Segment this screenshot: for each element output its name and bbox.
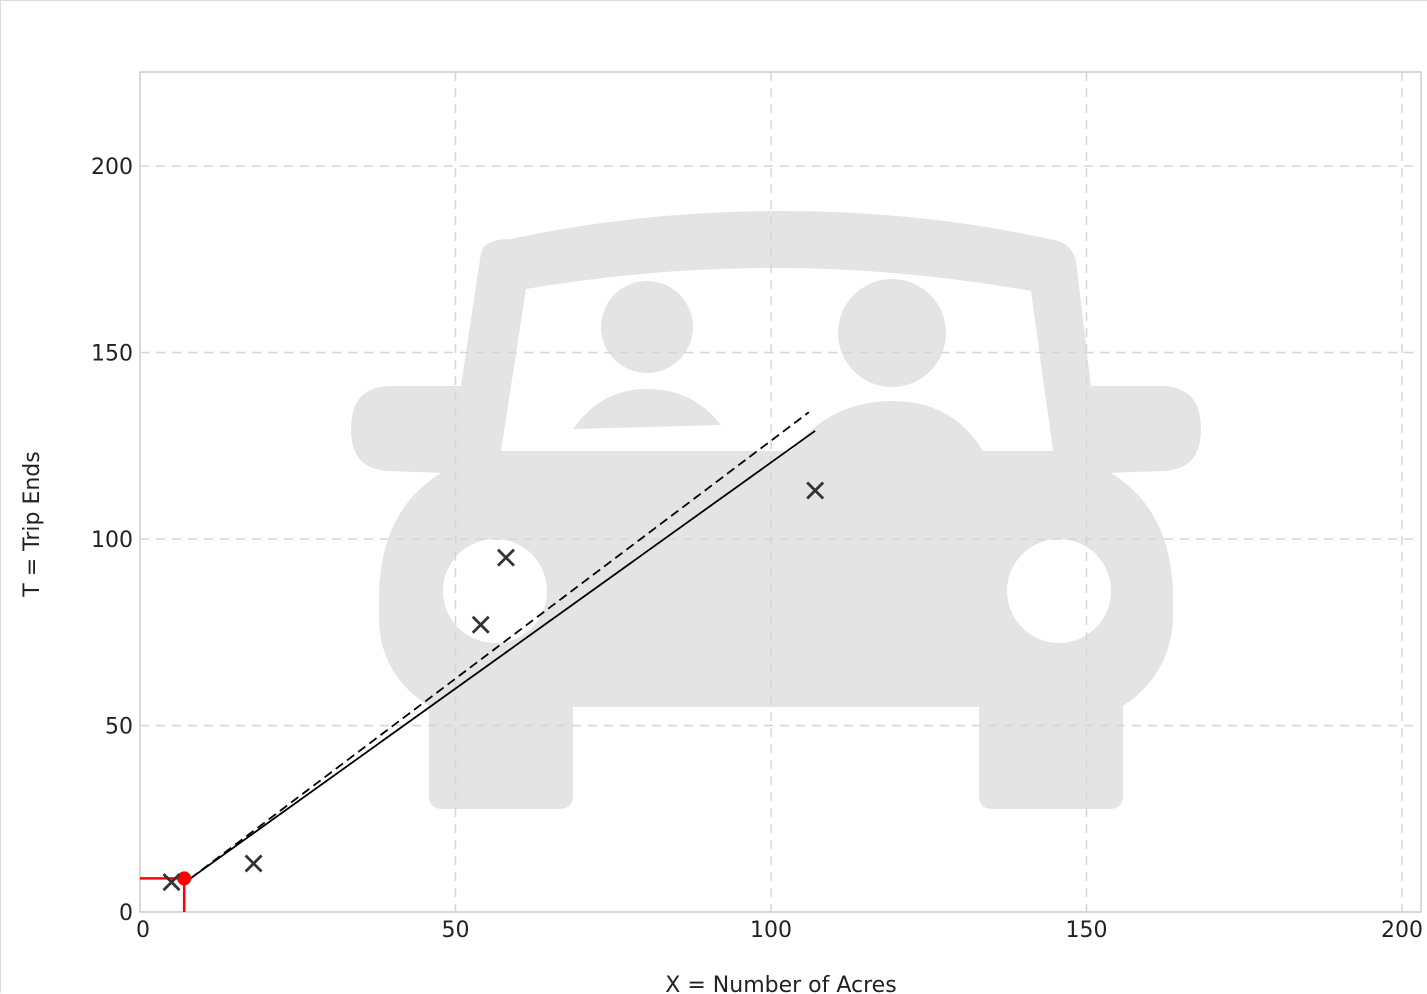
y-tick-label: 50 (105, 715, 133, 740)
headlight-right (1007, 539, 1111, 643)
x-tick-label: 150 (1066, 918, 1108, 943)
x-tick-label: 50 (442, 918, 470, 943)
y-tick-label: 200 (91, 155, 133, 180)
passenger-left-head (601, 281, 693, 373)
y-axis-ticks: 0 50 100 150 200 (91, 155, 133, 926)
car-with-passengers-icon (351, 211, 1201, 809)
x-tick-label: 200 (1381, 918, 1423, 943)
headlight-left (443, 539, 547, 643)
x-tick-label: 0 (136, 918, 150, 943)
y-axis-title: T = Trip Ends (20, 451, 45, 597)
data-point-x-marker (164, 874, 180, 890)
x-axis-ticks: 0 50 100 150 200 (136, 918, 1423, 943)
selected-point-marker (177, 871, 191, 885)
x-axis-title: X = Number of Acres (665, 973, 896, 994)
y-tick-label: 150 (91, 342, 133, 367)
y-tick-label: 100 (91, 528, 133, 553)
y-tick-label: 0 (119, 901, 133, 926)
passenger-right-head (838, 279, 946, 387)
data-point-x-marker (246, 856, 262, 872)
x-tick-label: 100 (750, 918, 792, 943)
